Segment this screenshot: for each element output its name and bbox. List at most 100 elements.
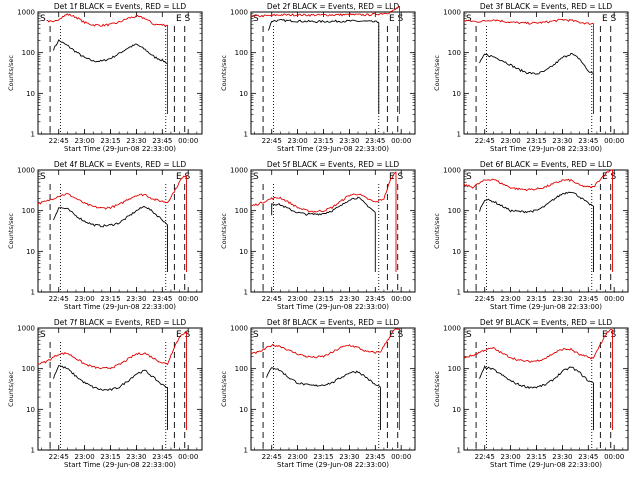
x-axis-label: Start Time (29-Jun-08 22:33:00) <box>64 303 176 311</box>
panel-title: Det 7f BLACK = Events, RED = LLD <box>54 318 187 327</box>
x-tick-label: 23:30 <box>126 453 146 461</box>
x-tick-label: 22:45 <box>475 295 495 303</box>
detector-panel: Det 1f BLACK = Events, RED = LLD 1 10 100 10… <box>7 2 203 153</box>
y-tick-label: 100 <box>22 49 35 57</box>
y-tick-label: 100 <box>448 49 461 57</box>
x-tick-label: 23:30 <box>126 137 146 145</box>
series-line <box>53 365 168 391</box>
y-tick-label: 1 <box>244 447 248 455</box>
series-line <box>267 19 379 31</box>
x-tick-label: 23:15 <box>100 137 120 145</box>
x-tick-label: 23:30 <box>552 453 572 461</box>
corner-label-left: S <box>466 172 472 182</box>
plot-frame <box>463 327 629 451</box>
series-line <box>37 174 187 210</box>
y-axis-label: Counts/sec <box>433 55 441 91</box>
y-tick-label: 100 <box>22 365 35 373</box>
y-tick-label: 10 <box>452 406 461 414</box>
y-tick-label: 1000 <box>17 167 35 175</box>
y-tick-label: 100 <box>235 365 248 373</box>
corner-label-right: E S <box>602 330 617 340</box>
series-line <box>463 329 613 364</box>
corner-label-right: E S <box>389 14 404 24</box>
y-tick-label: 1000 <box>17 325 35 333</box>
corner-label-left: S <box>253 172 259 182</box>
series-line <box>53 205 168 228</box>
x-axis-label: Start Time (29-Jun-08 22:33:00) <box>277 145 389 153</box>
x-tick-label: 23:45 <box>152 453 172 461</box>
detector-panel: Det 2f BLACK = Events, RED = LLD 1 10 100 10… <box>220 2 416 153</box>
detector-panel: Det 7f BLACK = Events, RED = LLD 1 10 100 10… <box>7 318 203 469</box>
x-tick-label: 23:45 <box>365 453 385 461</box>
y-tick-label: 10 <box>26 406 35 414</box>
series-line <box>250 328 400 359</box>
panel-title: Det 5f BLACK = Events, RED = LLD <box>267 160 400 169</box>
y-axis-label: Counts/sec <box>220 55 228 91</box>
series-line <box>266 367 381 388</box>
x-tick-label: 00:00 <box>391 137 411 145</box>
x-tick-label: 23:30 <box>126 295 146 303</box>
x-tick-label: 23:30 <box>339 137 359 145</box>
x-tick-label: 23:45 <box>578 453 598 461</box>
x-tick-label: 22:45 <box>262 453 282 461</box>
plot-frame <box>37 11 203 135</box>
y-tick-label: 100 <box>448 207 461 215</box>
series-line <box>479 365 594 390</box>
plot-frame <box>250 11 416 135</box>
panel-title: Det 6f BLACK = Events, RED = LLD <box>480 160 613 169</box>
y-axis-label: Counts/sec <box>220 213 228 249</box>
detector-panel: Det 5f BLACK = Events, RED = LLD 1 10 100 10… <box>220 160 416 311</box>
corner-label-left: S <box>40 330 46 340</box>
x-axis-label: Start Time (29-Jun-08 22:33:00) <box>277 461 389 469</box>
x-tick-label: 00:00 <box>178 137 198 145</box>
series-line <box>463 18 594 26</box>
y-tick-label: 10 <box>239 90 248 98</box>
y-tick-label: 1000 <box>443 9 461 17</box>
y-tick-label: 10 <box>452 248 461 256</box>
plot-frame <box>463 11 629 135</box>
x-axis-label: Start Time (29-Jun-08 22:33:00) <box>64 461 176 469</box>
y-axis-label: Counts/sec <box>220 371 228 407</box>
plot-frame <box>250 327 416 451</box>
y-tick-label: 10 <box>26 90 35 98</box>
x-tick-label: 23:15 <box>100 453 120 461</box>
x-tick-label: 23:00 <box>501 137 521 145</box>
series-line <box>46 13 168 27</box>
series-line <box>251 171 397 213</box>
series-line <box>463 169 613 192</box>
y-tick-label: 1 <box>457 447 461 455</box>
x-tick-label: 23:00 <box>501 295 521 303</box>
series-line <box>271 196 376 216</box>
x-tick-label: 00:00 <box>604 453 624 461</box>
panel-title: Det 4f BLACK = Events, RED = LLD <box>54 160 187 169</box>
x-axis-label: Start Time (29-Jun-08 22:33:00) <box>64 145 176 153</box>
y-tick-label: 100 <box>235 49 248 57</box>
x-tick-label: 22:45 <box>49 453 69 461</box>
panel-title: Det 9f BLACK = Events, RED = LLD <box>480 318 613 327</box>
y-tick-label: 100 <box>448 365 461 373</box>
detector-panel: Det 9f BLACK = Events, RED = LLD 1 10 100 10… <box>433 318 629 469</box>
x-tick-label: 23:15 <box>100 295 120 303</box>
x-tick-label: 23:15 <box>526 137 546 145</box>
corner-label-left: S <box>253 14 259 24</box>
series-line <box>37 331 187 370</box>
y-tick-label: 100 <box>22 207 35 215</box>
y-tick-label: 10 <box>26 248 35 256</box>
panel-title: Det 3f BLACK = Events, RED = LLD <box>480 2 613 11</box>
series-line <box>250 5 400 18</box>
x-tick-label: 23:00 <box>288 453 308 461</box>
detector-panel: Det 3f BLACK = Events, RED = LLD 1 10 100 10… <box>433 2 629 153</box>
panel-title: Det 2f BLACK = Events, RED = LLD <box>267 2 400 11</box>
x-tick-label: 23:45 <box>365 137 385 145</box>
y-tick-label: 1 <box>457 131 461 139</box>
corner-label-right: E S <box>176 14 191 24</box>
x-tick-label: 23:00 <box>501 453 521 461</box>
corner-label-left: S <box>253 330 259 340</box>
corner-label-left: S <box>40 14 46 24</box>
plot-frame <box>37 169 203 293</box>
x-tick-label: 23:30 <box>339 295 359 303</box>
y-tick-label: 10 <box>452 90 461 98</box>
detector-panel: Det 6f BLACK = Events, RED = LLD 1 10 100 10… <box>433 160 629 311</box>
x-tick-label: 00:00 <box>391 295 411 303</box>
series-line <box>479 52 594 75</box>
